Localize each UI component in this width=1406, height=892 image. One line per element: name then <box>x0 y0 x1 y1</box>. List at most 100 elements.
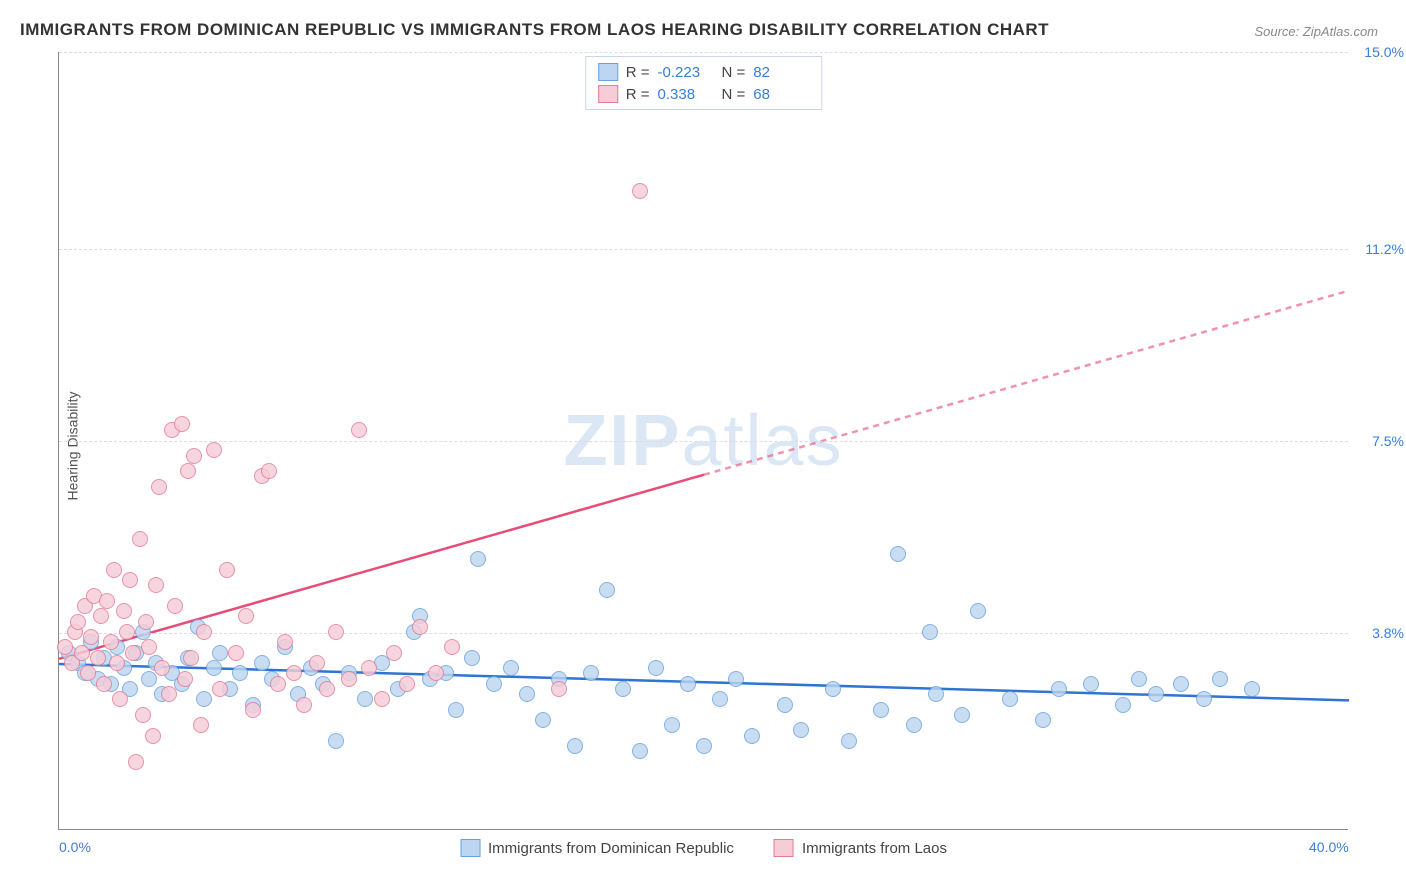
x-tick-label: 0.0% <box>59 839 91 855</box>
y-tick-label: 15.0% <box>1352 44 1404 60</box>
data-point <box>138 614 154 630</box>
data-point <box>309 655 325 671</box>
data-point <box>177 671 193 687</box>
chart-title: IMMIGRANTS FROM DOMINICAN REPUBLIC VS IM… <box>20 20 1049 40</box>
data-point <box>696 738 712 754</box>
data-point <box>890 546 906 562</box>
data-point <box>206 660 222 676</box>
data-point <box>180 463 196 479</box>
stat-n-label: N = <box>722 86 746 103</box>
data-point <box>922 624 938 640</box>
data-point <box>328 733 344 749</box>
stats-row: R = 0.338 N = 68 <box>598 83 810 105</box>
data-point <box>632 743 648 759</box>
data-point <box>744 728 760 744</box>
stat-r-label: R = <box>626 86 650 103</box>
stats-box: R = -0.223 N = 82 R = 0.338 N = 68 <box>585 56 823 110</box>
stat-n-value: 82 <box>753 64 809 81</box>
data-point <box>96 676 112 692</box>
data-point <box>106 562 122 578</box>
data-point <box>1002 691 1018 707</box>
data-point <box>341 671 357 687</box>
data-point <box>412 619 428 635</box>
data-point <box>261 463 277 479</box>
legend-label: Immigrants from Dominican Republic <box>488 840 734 857</box>
legend-item: Immigrants from Dominican Republic <box>460 839 734 857</box>
swatch-icon <box>598 63 618 81</box>
swatch-icon <box>598 85 618 103</box>
data-point <box>74 645 90 661</box>
data-point <box>145 728 161 744</box>
data-point <box>712 691 728 707</box>
data-point <box>228 645 244 661</box>
data-point <box>599 582 615 598</box>
data-point <box>648 660 664 676</box>
data-point <box>680 676 696 692</box>
data-point <box>1173 676 1189 692</box>
data-point <box>551 681 567 697</box>
data-point <box>357 691 373 707</box>
data-point <box>351 422 367 438</box>
data-point <box>319 681 335 697</box>
data-point <box>135 707 151 723</box>
data-point <box>193 717 209 733</box>
data-point <box>167 598 183 614</box>
data-point <box>206 442 222 458</box>
gridline <box>59 441 1348 442</box>
data-point <box>119 624 135 640</box>
swatch-icon <box>460 839 480 857</box>
data-point <box>212 645 228 661</box>
data-point <box>1196 691 1212 707</box>
data-point <box>116 603 132 619</box>
data-point <box>112 691 128 707</box>
stat-r-value: -0.223 <box>658 64 714 81</box>
data-point <box>664 717 680 733</box>
y-tick-label: 11.2% <box>1352 241 1404 257</box>
data-point <box>128 754 144 770</box>
data-point <box>464 650 480 666</box>
data-point <box>486 676 502 692</box>
legend-item: Immigrants from Laos <box>774 839 947 857</box>
data-point <box>328 624 344 640</box>
data-point <box>428 665 444 681</box>
y-tick-label: 3.8% <box>1352 625 1404 641</box>
data-point <box>374 691 390 707</box>
data-point <box>928 686 944 702</box>
data-point <box>873 702 889 718</box>
stat-r-label: R = <box>626 64 650 81</box>
stats-row: R = -0.223 N = 82 <box>598 61 810 83</box>
data-point <box>196 691 212 707</box>
source-label: Source: ZipAtlas.com <box>1254 24 1378 39</box>
data-point <box>183 650 199 666</box>
data-point <box>99 593 115 609</box>
data-point <box>519 686 535 702</box>
data-point <box>196 624 212 640</box>
data-point <box>80 665 96 681</box>
legend-label: Immigrants from Laos <box>802 840 947 857</box>
data-point <box>57 639 73 655</box>
stat-n-label: N = <box>722 64 746 81</box>
data-point <box>132 531 148 547</box>
data-point <box>161 686 177 702</box>
data-point <box>109 655 125 671</box>
data-point <box>254 655 270 671</box>
data-point <box>90 650 106 666</box>
gridline <box>59 52 1348 53</box>
data-point <box>444 639 460 655</box>
data-point <box>361 660 377 676</box>
data-point <box>1035 712 1051 728</box>
x-tick-label: 40.0% <box>1309 839 1349 855</box>
data-point <box>503 660 519 676</box>
data-point <box>70 614 86 630</box>
data-point <box>1115 697 1131 713</box>
data-point <box>238 608 254 624</box>
data-point <box>728 671 744 687</box>
chart-plot-area: ZIPatlas R = -0.223 N = 82 R = 0.338 N =… <box>58 52 1348 830</box>
data-point <box>1212 671 1228 687</box>
gridline <box>59 633 1348 634</box>
data-point <box>906 717 922 733</box>
data-point <box>232 665 248 681</box>
bottom-legend: Immigrants from Dominican Republic Immig… <box>460 839 947 857</box>
data-point <box>277 634 293 650</box>
data-point <box>470 551 486 567</box>
